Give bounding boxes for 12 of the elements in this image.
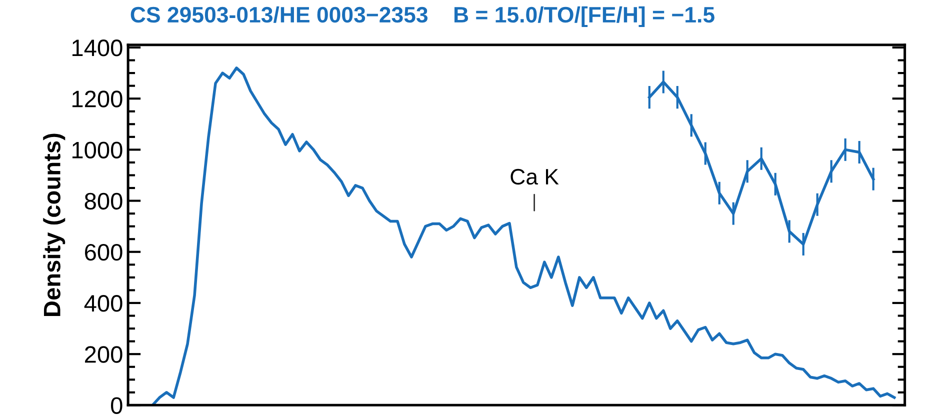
y-tick-label: 600 xyxy=(85,244,122,261)
y-tick-label: 1000 xyxy=(72,142,122,158)
y-tick-label: 800 xyxy=(84,192,122,210)
y-tick-label: 1200 xyxy=(72,90,122,108)
line-series xyxy=(151,66,896,406)
y-tick-label: 0 xyxy=(110,397,122,414)
chart-title: CS 29503-013/HE 0003−2353 B = 15.0/TO/[FE/H] = −1.5 xyxy=(130,6,714,28)
y-tick-label: 200 xyxy=(85,346,122,363)
y-tick-label: 1400 xyxy=(72,40,122,56)
y-tick-label: 400 xyxy=(84,295,122,312)
y-axis-title: Density (counts) xyxy=(43,134,66,316)
annotation: Ca K xyxy=(510,168,559,185)
